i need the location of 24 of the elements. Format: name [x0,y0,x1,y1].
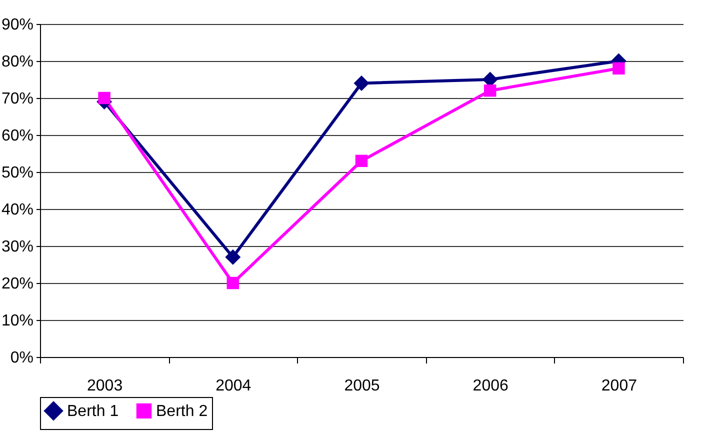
point [226,276,240,290]
x-tick-label: 2004 [216,378,252,394]
y-tick-label: 90% [1,16,34,34]
point [484,84,496,97]
point [98,92,110,104]
y-tick-label: 40% [1,202,34,218]
legend-label: Berth 1 [67,402,119,420]
y-tick-label: 50% [1,164,34,182]
x-tick-label: 2006 [472,378,508,394]
y-tick-label: 30% [1,238,34,256]
y-tick-label: 80% [1,54,34,70]
point [354,75,370,91]
x-tick-label: 2007 [601,378,638,394]
y-tick-label: 10% [1,312,34,330]
y-tick-label: 0% [10,350,34,366]
point [225,249,241,265]
point [612,62,625,75]
y-tick-label: 60% [1,128,34,144]
x-tick-label: 2003 [87,378,123,394]
x-tick-label: 2005 [344,378,380,394]
y-tick-label: 70% [1,90,34,108]
point [355,154,368,168]
legend-label: Berth 2 [156,402,208,420]
y-tick-label: 20% [1,276,34,292]
